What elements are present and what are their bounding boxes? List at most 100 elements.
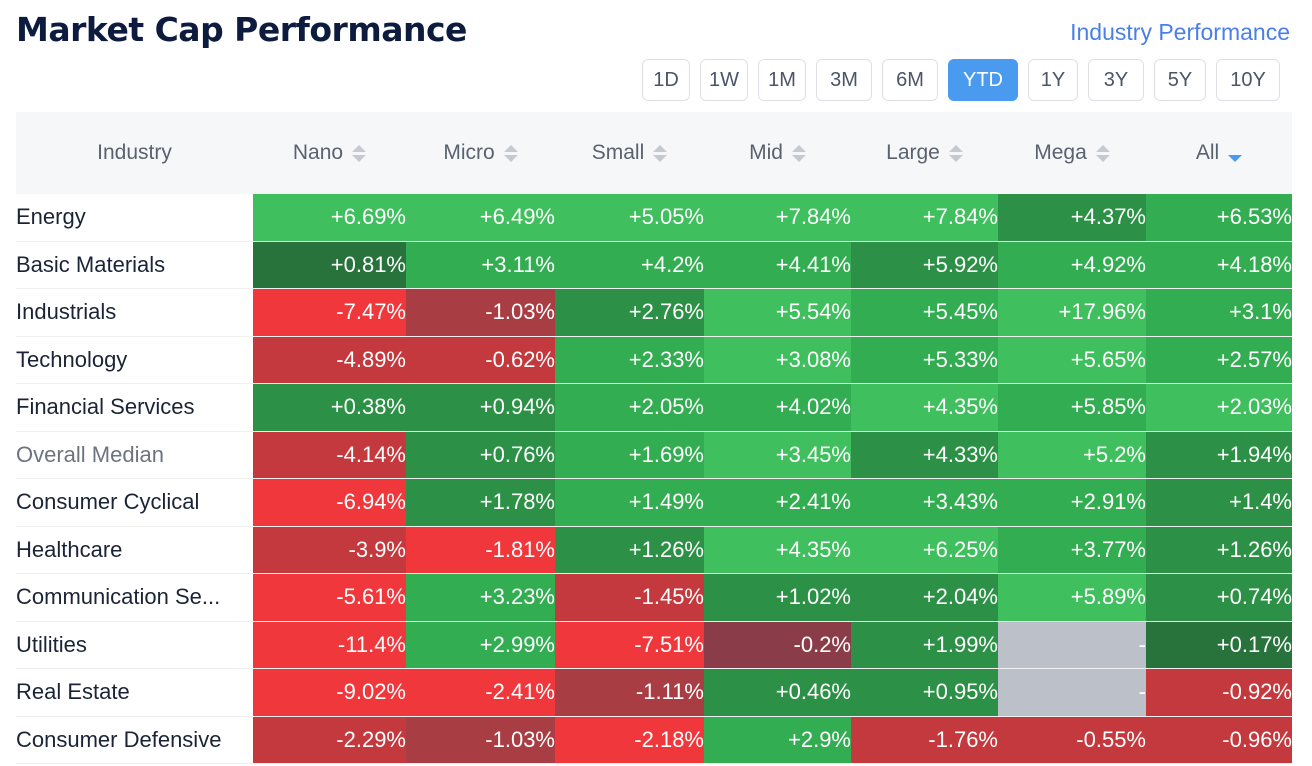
performance-cell-nano: -2.29% (253, 716, 406, 764)
performance-cell-all: +2.57% (1146, 336, 1292, 384)
performance-cell-mid: +2.41% (704, 478, 851, 527)
timeframe-selector: 1D 1W 1M 3M 6M YTD 1Y 3Y 5Y 10Y (642, 59, 1280, 101)
performance-cell-mid: -0.2% (704, 621, 851, 669)
column-header-nano[interactable]: Nano (253, 112, 406, 194)
sort-icon[interactable] (948, 144, 963, 162)
industry-name[interactable]: Energy (16, 194, 253, 242)
performance-cell-all: +6.53% (1146, 194, 1292, 242)
performance-cell-large: +5.92% (851, 241, 998, 289)
performance-cell-large: +3.43% (851, 478, 998, 527)
timeframe-button-1m[interactable]: 1M (758, 59, 806, 101)
performance-cell-mid: +4.02% (704, 383, 851, 432)
column-header-content: Small (592, 141, 668, 165)
performance-cell-all: +3.1% (1146, 288, 1292, 337)
timeframe-button-1d[interactable]: 1D (642, 59, 690, 101)
performance-cell-micro: +3.11% (406, 241, 555, 289)
performance-cell-large: +2.04% (851, 573, 998, 622)
performance-cell-mega: +5.2% (998, 431, 1146, 479)
timeframe-button-10y[interactable]: 10Y (1216, 59, 1280, 101)
performance-cell-nano: +0.81% (253, 241, 406, 289)
column-header-label: Industry (97, 141, 172, 164)
table-row: Financial Services +0.38% +0.94% +2.05% +4.0… (16, 383, 1292, 432)
table-row: Consumer Defensive -2.29% -1.03% -2.18% +2.9… (16, 716, 1292, 764)
column-header-mid[interactable]: Mid (704, 112, 851, 194)
performance-cell-micro: -1.81% (406, 526, 555, 574)
performance-cell-large: +5.45% (851, 288, 998, 337)
performance-cell-all: +2.03% (1146, 383, 1292, 432)
sort-icon[interactable] (1095, 144, 1110, 162)
industry-name[interactable]: Real Estate (16, 668, 253, 717)
industry-name[interactable]: Healthcare (16, 526, 253, 574)
timeframe-button-3y[interactable]: 3Y (1088, 59, 1144, 101)
performance-cell-micro: +3.23% (406, 573, 555, 622)
performance-cell-all: -0.96% (1146, 716, 1292, 764)
timeframe-button-6m[interactable]: 6M (882, 59, 938, 101)
performance-cell-large: +7.84% (851, 194, 998, 242)
performance-cell-micro: +1.78% (406, 478, 555, 527)
performance-cell-large: +0.95% (851, 668, 998, 717)
performance-cell-small: +1.69% (555, 431, 704, 479)
performance-cell-mid: +1.02% (704, 573, 851, 622)
timeframe-button-3m[interactable]: 3M (816, 59, 872, 101)
performance-cell-nano: +6.69% (253, 194, 406, 242)
performance-cell-small: +4.2% (555, 241, 704, 289)
performance-cell-all: -0.92% (1146, 668, 1292, 717)
performance-cell-small: +5.05% (555, 194, 704, 242)
performance-cell-large: +4.33% (851, 431, 998, 479)
performance-cell-nano: -6.94% (253, 478, 406, 527)
performance-cell-mega: +2.91% (998, 478, 1146, 527)
column-header-label: Large (886, 141, 940, 164)
industry-name[interactable]: Communication Se... (16, 573, 253, 622)
column-header-industry: Industry (16, 112, 253, 194)
performance-cell-small: +1.26% (555, 526, 704, 574)
performance-cell-mega: +4.37% (998, 194, 1146, 242)
column-header-label: Small (591, 141, 645, 164)
performance-cell-small: -1.11% (555, 668, 704, 717)
sort-icon[interactable] (352, 144, 367, 162)
timeframe-button-1y[interactable]: 1Y (1028, 59, 1078, 101)
timeframe-button-ytd[interactable]: YTD (948, 59, 1018, 101)
table-row: Overall Median -4.14% +0.76% +1.69% +3.45% +4… (16, 431, 1292, 479)
timeframe-button-5y[interactable]: 5Y (1154, 59, 1206, 101)
performance-cell-large: +5.33% (851, 336, 998, 384)
column-header-micro[interactable]: Micro (406, 112, 555, 194)
industry-name[interactable]: Utilities (16, 621, 253, 669)
performance-cell-mid: +4.35% (704, 526, 851, 574)
performance-cell-large: +1.99% (851, 621, 998, 669)
sort-icon[interactable] (503, 144, 518, 162)
industry-name[interactable]: Basic Materials (16, 241, 253, 289)
sort-icon[interactable] (653, 144, 668, 162)
performance-cell-micro: -1.03% (406, 716, 555, 764)
performance-cell-large: -1.76% (851, 716, 998, 764)
table-body: Energy +6.69% +6.49% +5.05% +7.84% +7.84% +4.3… (16, 194, 1292, 764)
column-header-content: All (1196, 141, 1243, 165)
performance-cell-mega: -0.55% (998, 716, 1146, 764)
industry-name[interactable]: Technology (16, 336, 253, 384)
timeframe-button-1w[interactable]: 1W (700, 59, 748, 101)
performance-cell-micro: +0.76% (406, 431, 555, 479)
performance-cell-micro: -2.41% (406, 668, 555, 717)
column-header-small[interactable]: Small (555, 112, 704, 194)
industry-name[interactable]: Financial Services (16, 383, 253, 432)
performance-cell-micro: -0.62% (406, 336, 555, 384)
sort-descending-icon[interactable] (1228, 145, 1243, 162)
performance-cell-nano: -4.89% (253, 336, 406, 384)
performance-cell-mega: - (998, 621, 1146, 669)
performance-cell-all: +4.18% (1146, 241, 1292, 289)
column-header-all[interactable]: All (1146, 112, 1292, 194)
industry-name[interactable]: Consumer Defensive (16, 716, 253, 764)
performance-cell-mid: +3.08% (704, 336, 851, 384)
industry-name[interactable]: Consumer Cyclical (16, 478, 253, 527)
performance-cell-mega: +5.65% (998, 336, 1146, 384)
performance-cell-mid: +0.46% (704, 668, 851, 717)
performance-cell-mid: +4.41% (704, 241, 851, 289)
industry-name[interactable]: Industrials (16, 288, 253, 337)
industry-performance-link[interactable]: Industry Performance (1070, 19, 1290, 45)
performance-cell-nano: -4.14% (253, 431, 406, 479)
performance-cell-small: -2.18% (555, 716, 704, 764)
sort-icon[interactable] (791, 144, 806, 162)
performance-cell-nano: -3.9% (253, 526, 406, 574)
column-header-large[interactable]: Large (851, 112, 998, 194)
performance-cell-all: +0.17% (1146, 621, 1292, 669)
column-header-mega[interactable]: Mega (998, 112, 1146, 194)
